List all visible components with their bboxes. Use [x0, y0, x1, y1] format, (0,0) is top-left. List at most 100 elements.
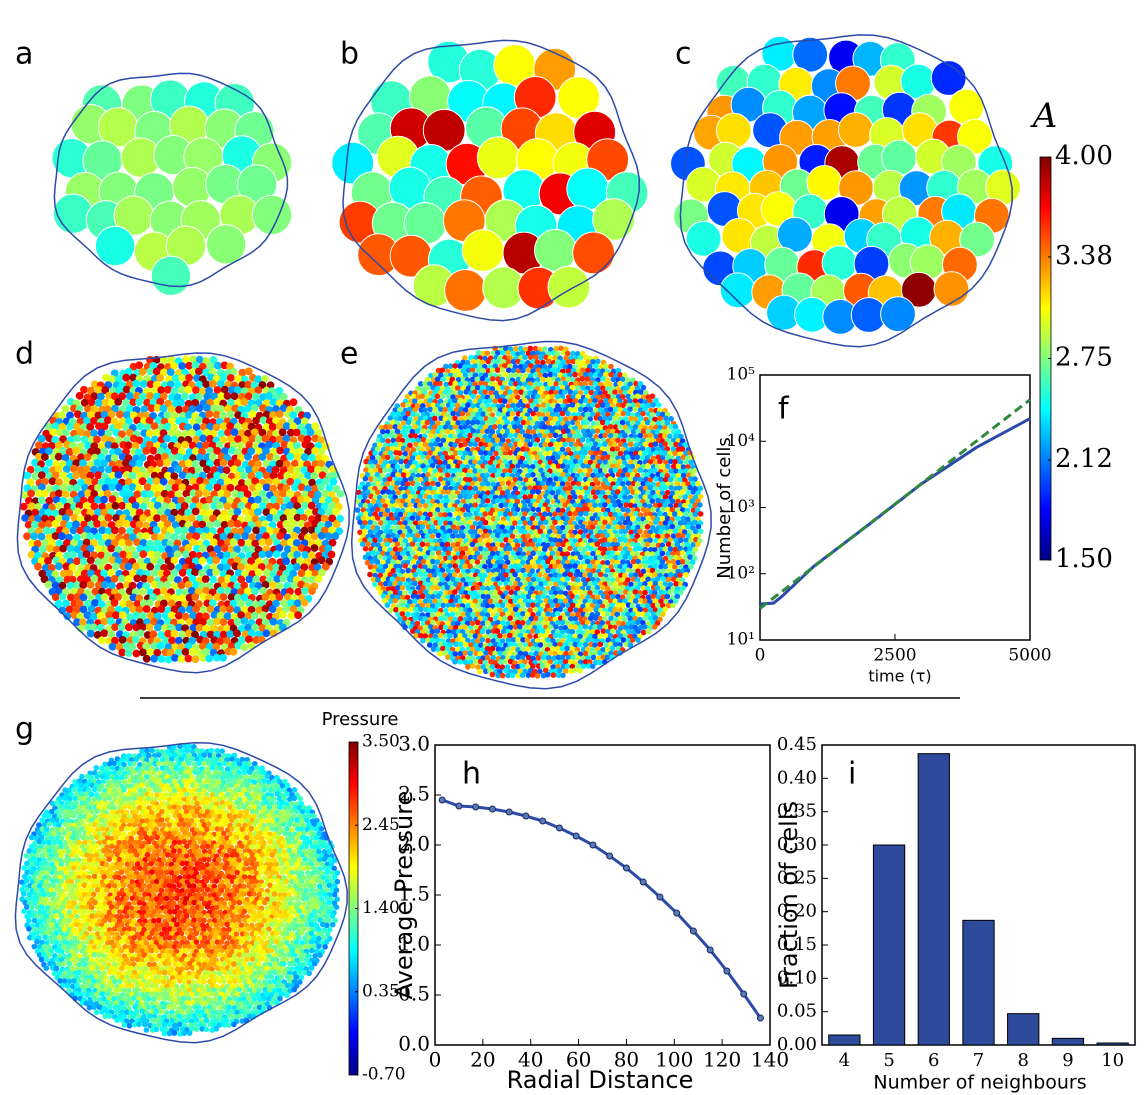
cell	[578, 555, 584, 561]
cell	[623, 554, 629, 560]
cell	[55, 562, 63, 570]
cell	[397, 450, 403, 456]
cell	[188, 429, 196, 437]
cell	[455, 472, 461, 478]
cell	[647, 485, 653, 491]
cell	[457, 520, 463, 526]
cell	[146, 490, 154, 498]
cell	[612, 415, 618, 421]
cell	[290, 398, 298, 406]
cell	[136, 423, 144, 431]
cell	[440, 393, 446, 399]
cell	[560, 542, 566, 548]
cell	[108, 483, 116, 491]
cell	[607, 537, 613, 543]
cell	[143, 605, 151, 613]
cell	[383, 529, 389, 535]
cell	[254, 508, 262, 516]
cell	[548, 433, 554, 439]
cell	[83, 502, 91, 510]
cell	[535, 229, 577, 271]
cell	[415, 515, 421, 521]
cell	[540, 377, 546, 383]
cell	[603, 555, 609, 561]
cell	[286, 490, 294, 498]
cell	[538, 355, 544, 361]
cell	[477, 528, 483, 534]
cell	[672, 459, 678, 465]
cell	[363, 476, 369, 482]
cell	[535, 359, 541, 365]
cell	[603, 511, 609, 517]
cell	[301, 502, 309, 510]
cell	[668, 477, 674, 483]
cell	[88, 398, 96, 406]
cell	[602, 520, 608, 526]
cell	[230, 648, 238, 656]
cell	[653, 476, 659, 482]
cell	[572, 407, 578, 413]
cell	[495, 498, 501, 504]
cell	[370, 507, 376, 513]
cell	[405, 428, 411, 434]
cell	[30, 532, 38, 540]
cell	[279, 611, 287, 619]
cell	[615, 446, 621, 452]
cell	[234, 508, 242, 516]
cell	[157, 642, 165, 650]
cell	[637, 529, 643, 535]
cell	[548, 266, 590, 308]
cell	[523, 467, 529, 473]
cell	[45, 581, 53, 589]
cell	[227, 374, 235, 382]
cell	[178, 483, 186, 491]
cell	[139, 368, 147, 376]
cell	[135, 398, 143, 406]
cell	[377, 554, 383, 560]
cell	[142, 447, 150, 455]
cell	[139, 588, 147, 596]
cell	[111, 575, 119, 583]
cell	[563, 502, 569, 508]
cell	[470, 542, 476, 548]
cell	[385, 481, 391, 487]
cell	[608, 364, 614, 370]
cell	[100, 629, 108, 637]
cell	[410, 541, 416, 547]
cell	[720, 273, 755, 308]
cell	[653, 520, 659, 526]
cell	[143, 655, 151, 663]
cell	[298, 569, 306, 577]
cell	[308, 552, 316, 560]
cell	[58, 411, 66, 419]
cell	[137, 629, 145, 637]
cell	[212, 568, 220, 576]
cell	[401, 472, 407, 478]
cell	[617, 555, 623, 561]
cell	[617, 424, 623, 430]
cell	[698, 486, 704, 492]
cell	[560, 411, 566, 417]
cell	[620, 481, 626, 487]
cell	[637, 563, 643, 569]
cell	[288, 612, 296, 620]
cell	[139, 550, 147, 558]
cell	[140, 380, 148, 388]
cell	[133, 575, 141, 583]
cell	[625, 454, 631, 460]
cell	[567, 476, 573, 482]
cell	[578, 407, 584, 413]
cell	[562, 442, 568, 448]
cell	[500, 350, 506, 356]
cell	[151, 256, 190, 295]
cell	[513, 529, 519, 535]
cell	[572, 494, 578, 500]
cell	[517, 520, 523, 526]
cell	[156, 374, 164, 382]
cell	[360, 541, 366, 547]
cell	[610, 559, 616, 565]
cell	[307, 428, 315, 436]
cell	[382, 467, 388, 473]
cell	[550, 551, 556, 557]
cell	[485, 429, 491, 435]
